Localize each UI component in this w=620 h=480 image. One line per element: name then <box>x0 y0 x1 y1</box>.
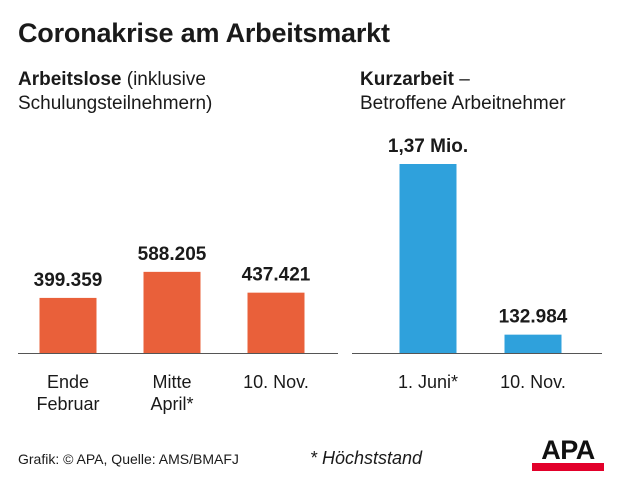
left-panel-heading-rest: (inklusive <box>121 69 206 90</box>
bar-1-3 <box>247 292 305 353</box>
right-panel-heading-line2: Betroffene Arbeitnehmer <box>360 93 566 114</box>
value-label-1-2: 588.205 <box>138 244 207 265</box>
right-panel-heading-bold: Kurzarbeit <box>360 69 454 90</box>
bar-1-1 <box>39 297 97 353</box>
category-label-1-2-line1: Mitte <box>152 372 191 392</box>
footnote: * Höchststand <box>310 448 423 468</box>
bar-1-2 <box>143 271 201 353</box>
right-panel-heading: Kurzarbeit – Betroffene Arbeitnehmer <box>360 68 566 116</box>
left-panel-heading-line2: Schulungsteilnehmern) <box>18 93 213 114</box>
value-label-1-1: 399.359 <box>34 270 103 291</box>
category-label-1-2-line2: April* <box>150 394 193 414</box>
category-label-2-1: 1. Juni* <box>398 372 458 392</box>
apa-logo: APA <box>532 435 604 471</box>
category-label-2-2: 10. Nov. <box>500 372 566 392</box>
category-label-1-3: 10. Nov. <box>243 372 309 392</box>
right-panel-heading-rest: – <box>453 69 470 90</box>
source-credit: Grafik: © APA, Quelle: AMS/BMAFJ <box>18 451 239 467</box>
value-label-2-2: 132.984 <box>499 307 568 328</box>
category-label-1-1-line1: Ende <box>47 372 89 392</box>
left-panel-heading-bold: Arbeitslose <box>18 69 122 90</box>
apa-logo-text: APA <box>541 435 595 465</box>
value-label-1-3: 437.421 <box>242 265 311 286</box>
value-label-2-1: 1,37 Mio. <box>388 136 468 157</box>
bar-2-1 <box>399 164 457 353</box>
left-panel-heading: Arbeitslose (inklusive Schulungsteilnehm… <box>18 68 212 116</box>
bar-2-2 <box>504 334 562 353</box>
chart-title: Coronakrise am Arbeitsmarkt <box>18 18 390 48</box>
category-label-1-1-line2: Februar <box>36 394 99 414</box>
apa-logo-bar <box>532 463 604 471</box>
